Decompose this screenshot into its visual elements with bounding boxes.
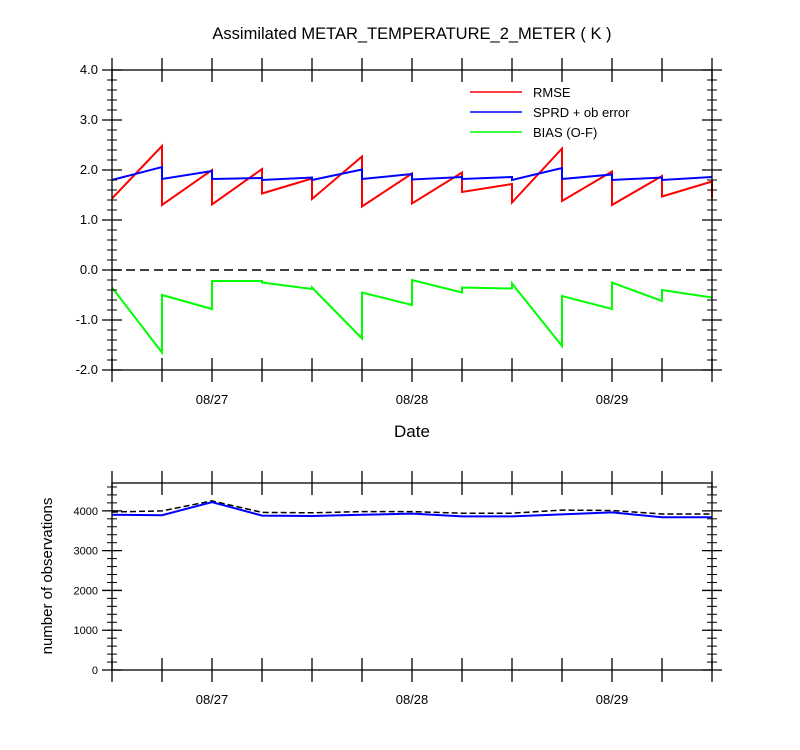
top-x-tick-label: 08/28 [396,392,429,407]
bottom-x-tick-label: 08/28 [396,692,429,707]
legend-item-sprd: SPRD + ob error [470,105,630,120]
top-y-tick-label: 1.0 [80,212,98,227]
bottom-axes: 0 1000 2000 3000 4000 08/27 08/28 08/29 [74,471,722,707]
bottom-x-tick-label: 08/29 [596,692,629,707]
legend-label-rmse: RMSE [533,85,571,100]
series-line-sprd [111,165,713,182]
top-x-tick-label: 08/27 [196,392,229,407]
y-axis-label-observations: number of observations [39,498,56,655]
bottom-y-tick-label: 4000 [74,506,98,518]
top-y-tick-label: -1.0 [76,312,98,327]
series-line-obs-possible [111,500,712,515]
top-x-tick-label: 08/29 [596,392,629,407]
bottom-y-tick-label: 2000 [74,585,98,597]
chart-title: Assimilated METAR_TEMPERATURE_2_METER ( … [212,25,611,43]
legend-label-sprd: SPRD + ob error [533,105,630,120]
legend-item-bias: BIAS (O-F) [470,125,597,140]
legend-label-bias: BIAS (O-F) [533,125,597,140]
top-series-group [111,143,713,356]
series-line-obs-assimilated [111,501,712,519]
top-y-tick-label: 2.0 [80,162,98,177]
legend: RMSE SPRD + ob error BIAS (O-F) [470,85,630,140]
legend-item-rmse: RMSE [470,85,571,100]
bottom-x-tick-label: 08/27 [196,692,229,707]
bottom-y-tick-label: 0 [92,665,98,677]
bottom-panel: 0 1000 2000 3000 4000 08/27 08/28 08/29 number … [39,471,722,707]
bottom-series-group [111,500,712,519]
top-axes: -2.0 -1.0 0.0 1.0 2.0 3.0 4.0 08/27 08/28 08/29 [76,58,722,407]
top-y-tick-label: -2.0 [76,362,98,377]
bottom-y-tick-label: 3000 [74,546,98,558]
top-y-tick-label: 4.0 [80,62,98,77]
top-panel: Assimilated METAR_TEMPERATURE_2_METER ( … [76,25,722,441]
top-y-tick-label: 3.0 [80,112,98,127]
series-line-rmse [111,143,713,209]
bottom-y-tick-label: 1000 [74,625,98,637]
top-y-tick-label: 0.0 [80,262,98,277]
x-axis-label: Date [394,422,430,441]
series-line-bias [111,278,713,356]
